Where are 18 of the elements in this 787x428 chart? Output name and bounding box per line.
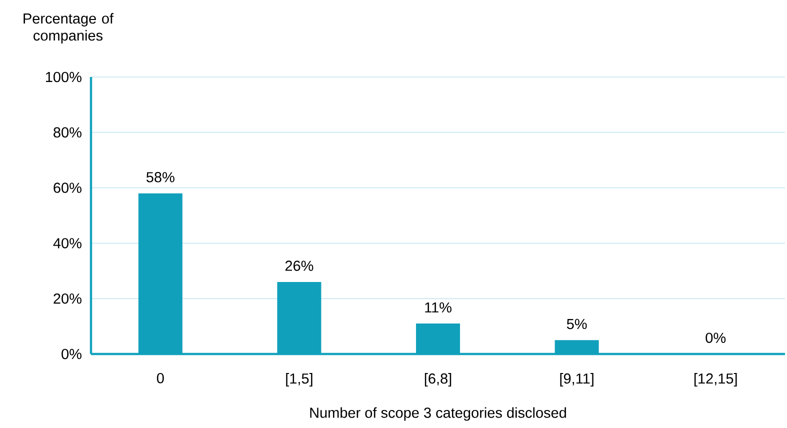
data-label: 5% (566, 318, 587, 330)
y-tick-label: 60% (54, 182, 82, 193)
x-tick-label: [1,5] (286, 373, 312, 387)
x-tick-label: 0 (156, 373, 164, 384)
data-label: 0% (706, 332, 726, 343)
y-tick-label: 80% (54, 127, 82, 138)
y-tick-label: 100% (46, 72, 82, 82)
x-tick-label: [9,11] (560, 373, 594, 387)
data-label: 11% (425, 302, 452, 312)
y-tick-label: 20% (54, 293, 82, 304)
x-tick-label: [6,8] (424, 373, 452, 387)
y-tick-label: 40% (53, 238, 82, 248)
x-axis-title: Number of scope 3 categories disclosed (310, 407, 566, 421)
data-label: 26% (285, 260, 314, 271)
x-tick-label: [12,15] (694, 373, 737, 387)
data-label: 58% (146, 172, 174, 182)
y-tick-label: 0% (62, 348, 82, 360)
y-axis-title: Percentage of companies (24, 13, 114, 44)
